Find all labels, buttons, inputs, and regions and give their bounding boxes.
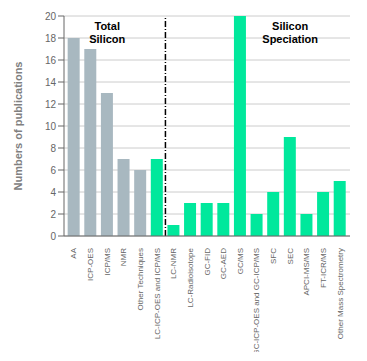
svg-text:0: 0 (50, 231, 56, 242)
svg-text:LC-Radioisotope: LC-Radioisotope (186, 247, 195, 307)
svg-text:ICP/MS: ICP/MS (103, 248, 112, 276)
svg-text:LC-NMR: LC-NMR (169, 248, 178, 279)
svg-text:FT-ICR/MS: FT-ICR/MS (319, 248, 328, 288)
svg-text:8: 8 (50, 143, 56, 154)
svg-text:TotalSilicon: TotalSilicon (89, 20, 125, 45)
svg-text:SEC: SEC (286, 248, 295, 265)
svg-text:SiliconSpeciation: SiliconSpeciation (262, 20, 318, 45)
svg-text:SFC: SFC (269, 248, 278, 264)
svg-text:14: 14 (45, 77, 57, 88)
svg-text:GC-FID: GC-FID (203, 248, 212, 276)
svg-text:Other Techniques: Other Techniques (136, 248, 145, 311)
svg-text:4: 4 (50, 187, 56, 198)
svg-text:GC/MS: GC/MS (236, 248, 245, 274)
svg-text:ICP-OES: ICP-OES (86, 248, 95, 281)
svg-text:APCI-MS/MS: APCI-MS/MS (302, 248, 311, 296)
svg-text:6: 6 (50, 165, 56, 176)
svg-text:20: 20 (45, 11, 57, 22)
svg-text:18: 18 (45, 33, 57, 44)
svg-text:LC-ICP-OES and ICP/MS: LC-ICP-OES and ICP/MS (153, 248, 162, 339)
svg-text:NMR: NMR (119, 248, 128, 266)
svg-text:16: 16 (45, 55, 57, 66)
svg-text:10: 10 (45, 121, 57, 132)
svg-text:Other Mass Spectrometry: Other Mass Spectrometry (336, 248, 345, 339)
svg-text:2: 2 (50, 209, 56, 220)
svg-text:AA: AA (69, 247, 78, 258)
svg-text:GC-AED: GC-AED (219, 248, 228, 279)
svg-text:12: 12 (45, 99, 57, 110)
svg-text:GC-ICP-OES and GC-ICP/MS: GC-ICP-OES and GC-ICP/MS (252, 248, 261, 352)
svg-text:Numbers of publications: Numbers of publications (12, 62, 24, 191)
